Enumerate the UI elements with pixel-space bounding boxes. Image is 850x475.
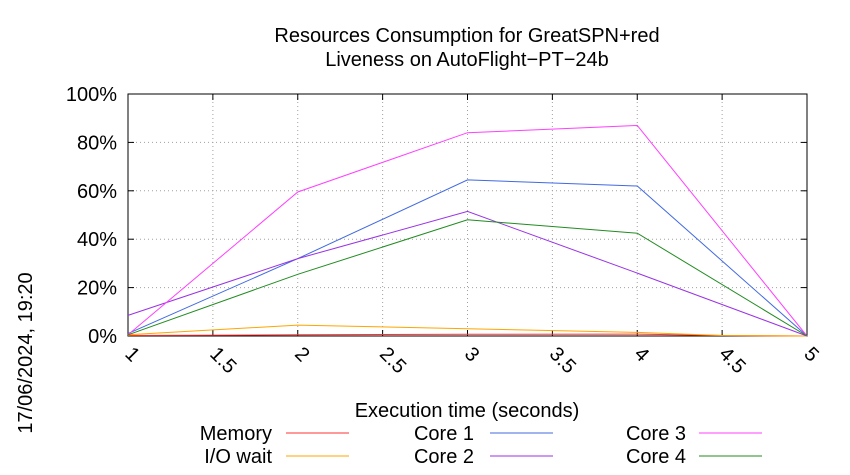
series-line-i-o-wait (127, 324, 808, 337)
y-tick-label: 40% (77, 229, 117, 251)
x-tick-label: 4.5 (715, 343, 750, 378)
legend-label-core-2: Core 2 (414, 446, 474, 468)
y-tick-label: 100% (66, 84, 117, 106)
grid-lines (128, 94, 807, 336)
series-line-core-3 (127, 124, 808, 337)
chart-title-line-1: Resources Consumption for GreatSPN+red (274, 25, 659, 47)
x-axis-label: Execution time (seconds) (355, 400, 580, 422)
legend-label-core-4: Core 4 (626, 446, 686, 468)
x-tick-label: 1.5 (205, 343, 240, 378)
y-tick-label: 0% (88, 326, 117, 348)
series-line-core-4 (127, 219, 808, 337)
y-tick-label: 80% (77, 132, 117, 154)
legend-label-core-1: Core 1 (414, 423, 474, 445)
legend-label-memory: Memory (200, 423, 272, 445)
legend-label-core-3: Core 3 (626, 423, 686, 445)
timestamp-label: 17/06/2024, 19:20 (15, 272, 37, 433)
series-line-core-2 (127, 210, 808, 337)
x-tick-label: 5 (799, 343, 822, 366)
x-tick-label: 4 (630, 343, 653, 366)
x-tick-label: 2.5 (375, 343, 410, 378)
series-line-core-1 (127, 179, 808, 337)
x-tick-label: 1 (120, 343, 143, 366)
chart-title-line-2: Liveness on AutoFlight−PT−24b (325, 49, 609, 71)
y-tick-label: 60% (77, 181, 117, 203)
legend-label-i-o-wait: I/O wait (204, 446, 272, 468)
x-tick-label: 3.5 (545, 343, 580, 378)
series-lines (127, 124, 808, 337)
x-tick-label: 2 (290, 343, 313, 366)
y-tick-label: 20% (77, 278, 117, 300)
x-tick-label: 3 (460, 343, 483, 366)
